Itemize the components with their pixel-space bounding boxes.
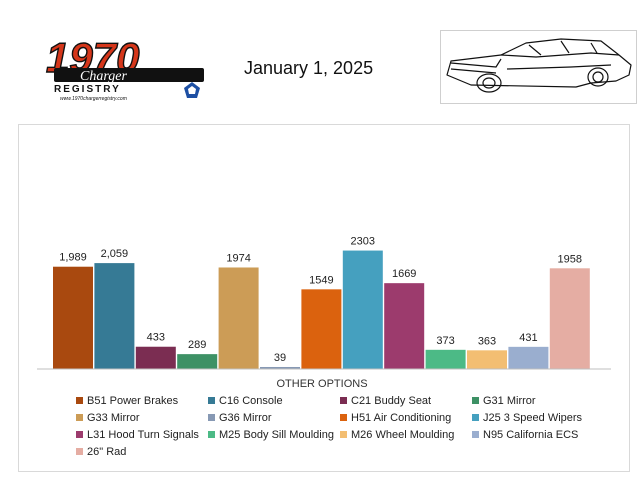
logo-url-text: www.1970chargerregistry.com xyxy=(60,96,127,102)
legend-label-8: J25 3 Speed Wipers xyxy=(483,412,583,424)
logo-script-text: Charger xyxy=(80,69,127,84)
legend-item-1: B51 Power Brakes xyxy=(76,395,208,407)
bar-13 xyxy=(549,268,590,369)
legend-label-6: G36 Mirror xyxy=(219,412,272,424)
legend-swatch-6 xyxy=(208,413,215,421)
bar-11 xyxy=(467,350,507,369)
data-label-4: 289 xyxy=(188,339,206,351)
chart-panel: 1,989 2,059 433 289 1974 39 1549 2303 1669 373 363… xyxy=(18,124,630,472)
data-label-group: 1,989 2,059 433 289 1974 39 1549 2303 1669 373 363… xyxy=(59,236,582,364)
legend-label-7: H51 Air Conditioning xyxy=(351,412,452,424)
registry-logo: 1970 Charger REGISTRY www.1970chargerreg… xyxy=(45,33,204,102)
legend-row: B51 Power Brakes C16 Console C21 Buddy Sea… xyxy=(76,395,616,412)
logo-script-band xyxy=(54,68,204,82)
legend-item-7: H51 Air Conditioning xyxy=(340,412,472,424)
data-label-8: 2303 xyxy=(351,236,375,248)
bar-7 xyxy=(301,289,342,369)
data-label-6: 39 xyxy=(274,352,286,364)
legend-swatch-1 xyxy=(76,396,83,404)
bar-1 xyxy=(53,266,93,369)
legend-swatch-2 xyxy=(208,396,215,404)
legend-label-3: C21 Buddy Seat xyxy=(351,395,432,407)
bar-9 xyxy=(384,283,425,369)
legend-item-5: G33 Mirror xyxy=(76,412,208,424)
legend-row: 26" Rad xyxy=(76,446,616,463)
legend-label-13: 26" Rad xyxy=(87,446,127,458)
bar-2 xyxy=(94,263,135,369)
legend-swatch-9 xyxy=(76,430,83,438)
legend-swatch-13 xyxy=(76,447,83,455)
bar-8 xyxy=(342,250,383,369)
x-axis-title: OTHER OPTIONS xyxy=(276,378,367,390)
mopar-pentastar-icon xyxy=(184,82,200,98)
legend-item-8: J25 3 Speed Wipers xyxy=(472,412,604,424)
legend-label-4: G31 Mirror xyxy=(483,395,536,407)
chart-legend: B51 Power Brakes C16 Console C21 Buddy Sea… xyxy=(76,395,616,463)
data-label-5: 1974 xyxy=(226,252,250,264)
legend-swatch-5 xyxy=(76,413,83,421)
legend-label-5: G33 Mirror xyxy=(87,412,140,424)
data-label-7: 1549 xyxy=(309,274,333,286)
bar-3 xyxy=(135,346,176,369)
legend-label-1: B51 Power Brakes xyxy=(87,395,179,407)
data-label-2: 2,059 xyxy=(101,248,129,260)
data-label-12: 431 xyxy=(519,332,537,344)
bar-5 xyxy=(218,267,259,369)
data-label-11: 363 xyxy=(478,335,496,347)
bar-10 xyxy=(425,349,466,369)
legend-swatch-11 xyxy=(340,430,347,438)
legend-label-2: C16 Console xyxy=(219,395,283,407)
data-label-10: 373 xyxy=(436,335,454,347)
data-label-9: 1669 xyxy=(392,268,416,280)
bar-group xyxy=(53,250,590,369)
data-label-1: 1,989 xyxy=(59,252,87,264)
legend-swatch-4 xyxy=(472,396,479,404)
legend-item-12: N95 California ECS xyxy=(472,429,604,441)
bar-chart: 1,989 2,059 433 289 1974 39 1549 2303 1669 373 363… xyxy=(37,236,611,390)
bar-12 xyxy=(508,346,549,369)
legend-label-9: L31 Hood Turn Signals xyxy=(87,429,199,441)
legend-row: G33 Mirror G36 Mirror H51 Air Conditioning… xyxy=(76,412,616,429)
legend-item-6: G36 Mirror xyxy=(208,412,340,424)
legend-label-10: M25 Body Sill Moulding xyxy=(219,429,334,441)
legend-row: L31 Hood Turn Signals M25 Body Sill Mould… xyxy=(76,429,616,446)
report-date: January 1, 2025 xyxy=(244,58,374,78)
legend-item-2: C16 Console xyxy=(208,395,340,407)
legend-swatch-10 xyxy=(208,430,215,438)
bar-4 xyxy=(177,354,218,369)
legend-label-12: N95 California ECS xyxy=(483,429,579,441)
data-label-3: 433 xyxy=(147,332,165,344)
legend-item-10: M25 Body Sill Moulding xyxy=(208,429,340,441)
legend-item-3: C21 Buddy Seat xyxy=(340,395,472,407)
legend-item-11: M26 Wheel Moulding xyxy=(340,429,472,441)
legend-swatch-12 xyxy=(472,430,479,438)
logo-registry-text: REGISTRY xyxy=(54,84,121,95)
bar-6 xyxy=(260,366,300,369)
legend-item-13: 26" Rad xyxy=(76,446,208,458)
legend-swatch-8 xyxy=(472,413,479,421)
data-label-13: 1958 xyxy=(558,253,582,265)
legend-swatch-7 xyxy=(340,413,347,421)
legend-label-11: M26 Wheel Moulding xyxy=(351,429,455,441)
legend-item-9: L31 Hood Turn Signals xyxy=(76,429,208,441)
legend-item-4: G31 Mirror xyxy=(472,395,604,407)
legend-swatch-3 xyxy=(340,396,347,404)
charger-car-illustration xyxy=(440,30,637,104)
